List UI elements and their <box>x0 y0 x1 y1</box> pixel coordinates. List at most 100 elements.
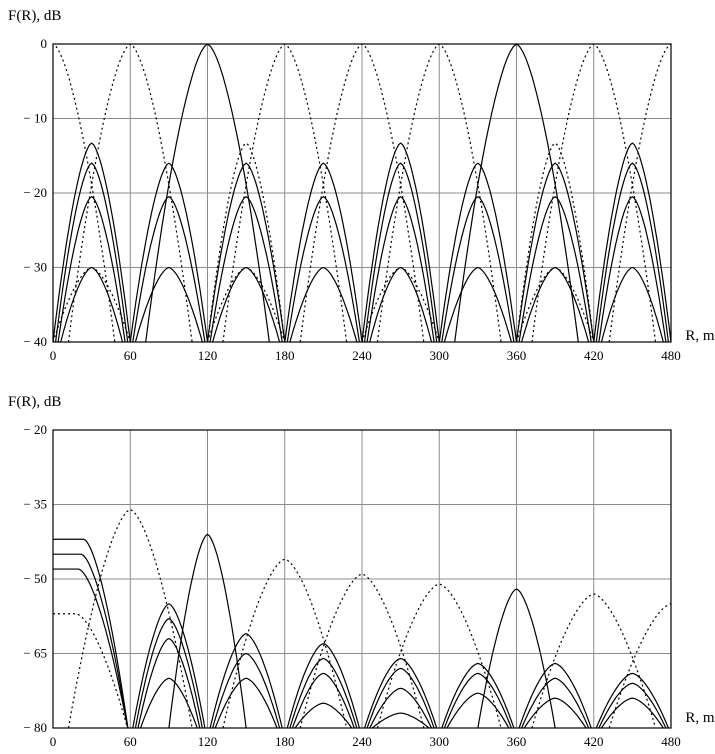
side-lobe-dotted <box>515 266 595 342</box>
side-lobe-solid <box>294 702 353 728</box>
side-lobe-dotted <box>361 266 440 342</box>
side-lobe-solid <box>366 195 435 342</box>
side-lobe-solid <box>518 662 592 728</box>
main-lobe-solid <box>168 533 247 728</box>
x-tick-label: 180 <box>275 348 295 363</box>
side-lobe-solid <box>132 195 206 342</box>
main-lobe-dotted <box>222 558 348 728</box>
side-lobe-solid <box>369 687 433 728</box>
side-lobe-solid <box>364 657 438 728</box>
x-tick-label: 0 <box>50 348 57 363</box>
y-tick-label: − 20 <box>23 422 47 437</box>
side-lobe-solid <box>140 677 198 728</box>
main-lobe-dotted <box>299 573 425 728</box>
side-lobe-solid <box>515 162 595 342</box>
side-lobe-solid <box>289 266 358 342</box>
side-lobe-solid <box>55 162 129 342</box>
side-lobe-solid <box>438 162 518 342</box>
x-tick-label: 120 <box>198 734 218 749</box>
start-plateau <box>53 613 129 728</box>
main-lobe-dotted <box>531 593 657 728</box>
side-lobe-solid <box>443 266 512 342</box>
y-tick-label: 0 <box>41 36 48 51</box>
side-lobe-solid <box>214 677 278 728</box>
x-tick-label: 300 <box>430 348 450 363</box>
plot-frame <box>52 429 672 729</box>
plot-frame <box>52 43 672 343</box>
y-axis-label: F(R), dB <box>8 8 61 24</box>
chart-2: 0 60 120 180 240 300 360 420 480 − 20 − 35 − 50 − 65… <box>8 394 715 749</box>
side-lobe-solid <box>286 195 360 342</box>
side-lobe-solid <box>364 162 438 342</box>
side-lobe-dotted <box>53 266 131 342</box>
x-tick-label: 420 <box>584 734 604 749</box>
start-plateau <box>53 553 129 728</box>
side-lobe-solid <box>595 672 669 728</box>
x-tick-label: 240 <box>352 348 372 363</box>
side-lobe-solid <box>134 618 203 728</box>
side-lobe-solid <box>521 266 590 342</box>
plot-area <box>53 508 671 728</box>
y-tick-label: − 80 <box>23 720 47 735</box>
y-axis-label: F(R), dB <box>8 394 61 410</box>
side-lobe-solid <box>132 603 206 728</box>
y-tick-label: − 50 <box>23 571 47 586</box>
x-axis-label: R, m <box>685 710 715 726</box>
side-lobe-solid <box>53 142 131 342</box>
start-plateau <box>53 568 129 728</box>
y-tick-label: − 30 <box>23 260 47 275</box>
side-lobe-solid <box>446 692 510 728</box>
side-lobe-solid <box>212 266 281 342</box>
side-lobe-solid <box>134 266 203 342</box>
side-lobe-solid <box>521 677 590 728</box>
y-tick-label: − 10 <box>23 111 47 126</box>
side-lobe-dotted <box>515 142 595 342</box>
x-tick-label: 60 <box>124 734 137 749</box>
y-tick-label: − 20 <box>23 185 47 200</box>
x-tick-label: 360 <box>507 734 527 749</box>
side-lobe-solid <box>598 195 667 342</box>
side-lobe-solid <box>129 162 209 342</box>
side-lobe-solid <box>212 652 281 728</box>
side-lobe-solid <box>206 162 286 342</box>
side-lobe-dotted <box>206 142 286 342</box>
side-lobe-solid <box>443 672 512 728</box>
side-lobe-solid <box>366 667 435 728</box>
side-lobe-solid <box>371 712 430 728</box>
main-lobe-dotted <box>67 508 193 728</box>
x-tick-label: 0 <box>50 734 57 749</box>
x-tick-label: 120 <box>198 348 218 363</box>
y-tick-label: − 65 <box>23 646 47 661</box>
x-tick-label: 480 <box>661 734 681 749</box>
x-tick-label: 420 <box>584 348 604 363</box>
y-tick-label: − 35 <box>23 497 47 512</box>
y-tick-label: − 40 <box>23 334 47 349</box>
x-tick-label: 60 <box>124 348 137 363</box>
side-lobe-solid <box>600 697 664 728</box>
x-tick-label: 480 <box>661 348 681 363</box>
side-lobe-dotted <box>206 266 286 342</box>
side-lobe-solid <box>441 195 515 342</box>
x-tick-label: 240 <box>352 734 372 749</box>
side-lobe-solid <box>289 657 358 728</box>
x-tick-label: 180 <box>275 734 295 749</box>
side-lobe-solid <box>361 142 440 342</box>
plot-area <box>53 44 671 342</box>
side-lobe-solid <box>598 682 667 728</box>
side-lobe-solid <box>593 142 671 342</box>
x-tick-label: 300 <box>430 734 450 749</box>
side-lobe-solid <box>209 632 283 728</box>
side-lobe-solid <box>441 662 515 728</box>
side-lobe-solid <box>523 697 587 728</box>
side-lobe-solid <box>600 266 664 342</box>
side-lobe-solid <box>595 162 669 342</box>
side-lobe-solid <box>286 642 360 728</box>
side-lobe-solid <box>57 195 126 342</box>
main-lobe-solid <box>477 588 556 728</box>
start-plateau <box>53 538 129 728</box>
side-lobe-solid <box>291 672 355 728</box>
side-lobe-solid <box>284 162 363 342</box>
x-axis-label: R, m <box>685 328 715 344</box>
side-lobe-solid <box>209 195 283 342</box>
